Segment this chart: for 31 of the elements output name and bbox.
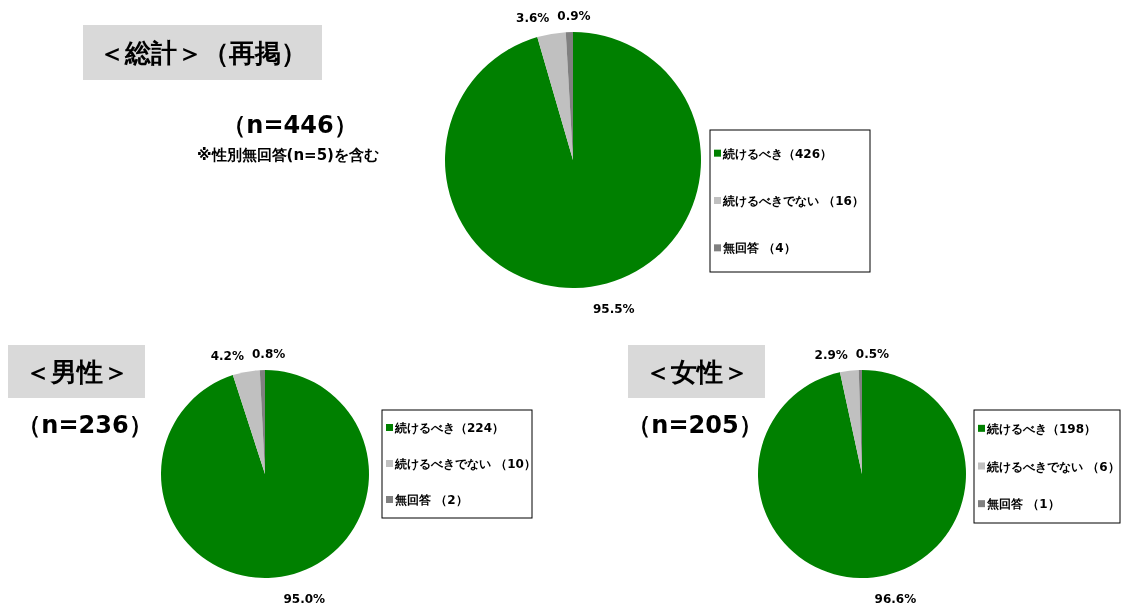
pie-slice (161, 370, 369, 578)
text: ※性別無回答(n=5)を含む (197, 146, 379, 164)
text: （n=446） (222, 111, 358, 139)
data-label: 0.8% (251, 347, 286, 362)
data-label: 0.9% (557, 9, 591, 24)
pie-slice (537, 32, 573, 160)
text: （n=205） (627, 411, 763, 439)
legend-label: 続けるべき（224） (394, 421, 505, 435)
pie-slice (232, 370, 265, 474)
chart-title: ＜男性＞ (24, 356, 129, 387)
legend-label: 続けるべきでない （16） (722, 194, 864, 208)
text: （n=236） (17, 411, 153, 439)
legend-label: 無回答 （2） (394, 493, 468, 507)
legend-label: 続けるべき（198） (986, 421, 1097, 436)
pie-slice (445, 32, 701, 288)
pie-slice (839, 370, 862, 474)
data-label: 2.9% (814, 347, 848, 362)
data-label: 4.2% (210, 348, 244, 363)
chart-title: ＜女性＞ (644, 356, 749, 387)
legend-label: 続けるべきでない （10） (394, 457, 536, 471)
data-label: 96.6% (874, 592, 917, 607)
legend-label: 無回答 （4） (722, 241, 796, 256)
data-label: 3.6% (516, 11, 550, 26)
pie-slice (758, 370, 966, 578)
legend-label: 無回答 （1） (986, 497, 1060, 512)
data-label: 95.5% (593, 301, 635, 316)
legend-label: 続けるべきでない （6） (986, 459, 1120, 474)
legend-label: 続けるべき（426） (722, 146, 833, 161)
data-label: 0.5% (855, 347, 890, 362)
text: ＜総計＞（再掲） (98, 37, 307, 68)
data-label: 95.0% (283, 591, 326, 606)
